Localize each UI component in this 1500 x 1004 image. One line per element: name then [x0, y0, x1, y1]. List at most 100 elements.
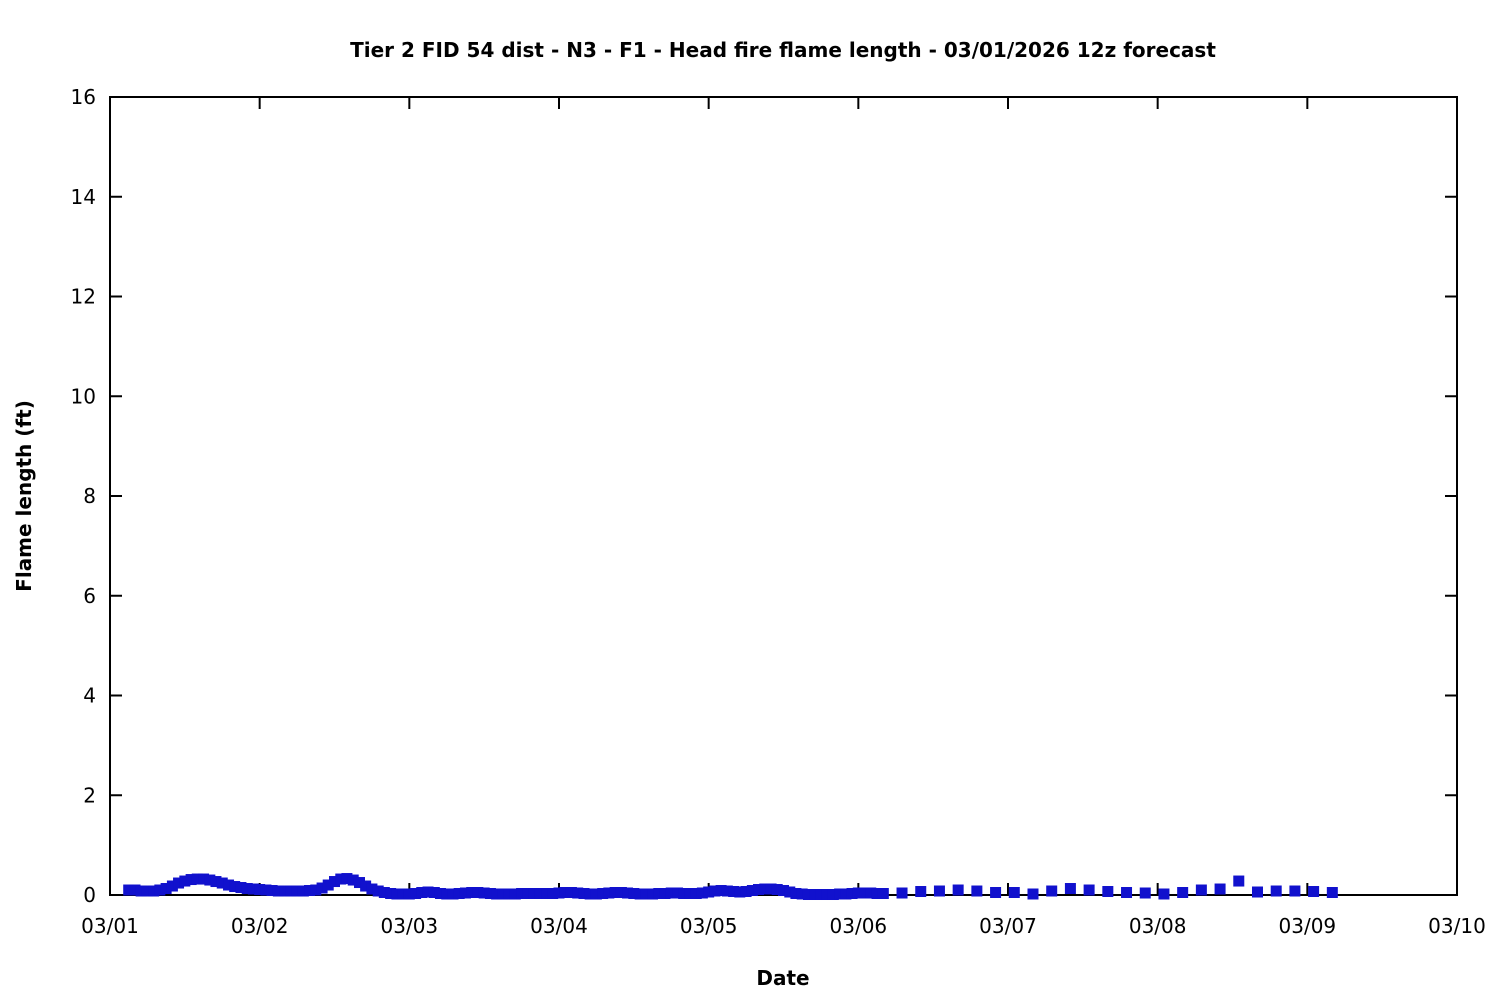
x-tick-label: 03/10	[1428, 914, 1486, 938]
data-point	[684, 888, 696, 900]
data-point	[971, 885, 983, 897]
y-axis-ticks: 0 2 4 6 8 10 12 14 16	[71, 85, 1457, 907]
data-point	[877, 888, 889, 900]
data-point	[223, 879, 235, 891]
data-point	[1083, 884, 1095, 896]
data-point	[771, 884, 783, 896]
data-point	[254, 884, 266, 896]
data-point	[634, 888, 646, 900]
data-point	[821, 889, 833, 901]
data-point	[728, 886, 740, 898]
data-point	[1289, 885, 1301, 897]
data-point	[135, 885, 147, 897]
data-point	[353, 877, 365, 889]
data-point	[1177, 887, 1189, 899]
data-point	[597, 888, 609, 900]
data-point	[403, 888, 415, 900]
data-point	[316, 882, 328, 894]
data-point	[778, 885, 789, 897]
data-point	[678, 888, 690, 900]
data-point	[1308, 886, 1320, 898]
data-point	[1008, 887, 1020, 899]
data-point	[428, 887, 440, 899]
data-point	[690, 888, 702, 900]
data-point	[859, 887, 871, 899]
data-point	[590, 888, 602, 900]
data-point	[584, 888, 596, 900]
data-point	[1064, 883, 1076, 895]
data-point	[372, 885, 384, 897]
data-point	[802, 889, 814, 901]
data-point	[665, 887, 677, 899]
data-point	[547, 888, 559, 900]
data-point	[472, 887, 484, 899]
data-point	[422, 886, 434, 898]
data-point	[746, 885, 758, 897]
data-point	[191, 873, 203, 885]
data-point	[160, 883, 172, 895]
data-point	[603, 887, 615, 899]
data-point	[628, 888, 640, 900]
x-tick-label: 03/06	[830, 914, 888, 938]
x-axis-label: Date	[756, 966, 809, 990]
data-point	[827, 889, 839, 901]
data-point	[615, 887, 627, 899]
data-point	[534, 888, 546, 900]
data-point	[522, 888, 534, 900]
y-tick-label: 4	[83, 684, 96, 708]
data-point	[784, 886, 796, 898]
data-point	[322, 879, 334, 891]
chart-title: Tier 2 FID 54 dist - N3 - F1 - Head fire…	[350, 38, 1216, 62]
data-point	[1046, 885, 1058, 897]
data-point	[815, 889, 827, 901]
data-point	[846, 888, 858, 900]
data-point	[166, 880, 178, 892]
data-point	[1214, 883, 1226, 895]
data-point	[216, 877, 228, 889]
x-tick-label: 03/02	[231, 914, 289, 938]
data-point	[391, 888, 403, 900]
data-point	[497, 888, 509, 900]
data-point	[410, 888, 422, 900]
data-point	[740, 886, 752, 898]
data-point	[516, 888, 528, 900]
data-point	[185, 874, 197, 886]
data-point	[1195, 884, 1207, 896]
data-point	[141, 885, 153, 897]
data-point	[796, 888, 808, 900]
y-tick-label: 2	[83, 783, 96, 807]
data-point	[647, 888, 659, 900]
x-tick-label: 03/07	[979, 914, 1037, 938]
data-point	[709, 885, 721, 897]
data-point	[416, 887, 428, 899]
data-point	[933, 885, 945, 897]
data-point	[734, 886, 746, 898]
data-point	[572, 887, 584, 899]
data-point	[453, 888, 465, 900]
data-point	[484, 888, 496, 900]
plot-border	[109, 96, 1458, 896]
data-point	[578, 888, 590, 900]
data-point	[210, 876, 222, 888]
data-point	[640, 888, 652, 900]
data-point	[229, 881, 241, 893]
series-flame-length	[123, 873, 1338, 901]
data-point	[1158, 888, 1170, 900]
data-point	[366, 883, 378, 895]
data-point	[852, 887, 864, 899]
data-point	[840, 888, 852, 900]
y-tick-label: 16	[71, 85, 96, 109]
data-point	[123, 884, 135, 896]
data-point	[915, 886, 927, 898]
data-point	[266, 885, 278, 897]
x-tick-label: 03/03	[381, 914, 439, 938]
data-point	[952, 884, 964, 896]
data-point	[198, 873, 210, 885]
data-point	[1139, 887, 1151, 899]
data-point	[1102, 886, 1114, 898]
data-point	[491, 888, 503, 900]
data-point	[378, 887, 390, 899]
data-point	[790, 888, 802, 900]
